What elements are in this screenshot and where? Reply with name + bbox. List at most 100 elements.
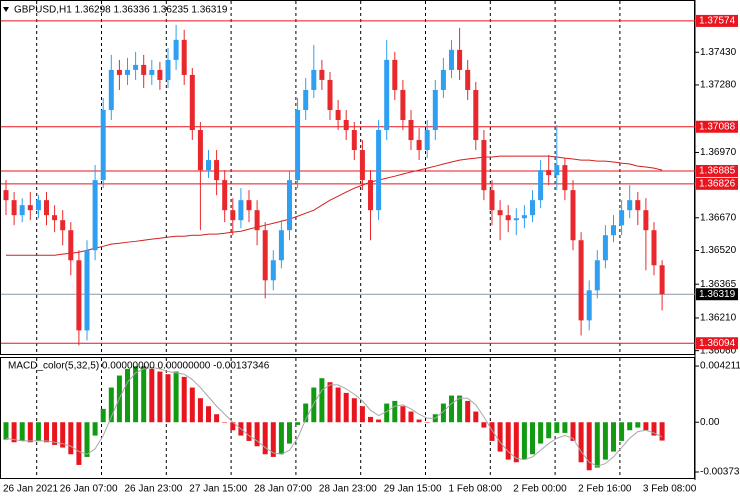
candle-body	[611, 225, 616, 236]
candle-body	[246, 200, 252, 211]
candle-body	[530, 200, 535, 216]
x-tick-label: 29 Jan 15:00	[384, 484, 442, 495]
candle-body	[270, 260, 276, 281]
candle-body	[554, 165, 560, 176]
candle-body	[3, 190, 9, 201]
candle-body	[173, 39, 179, 60]
current-price-box	[696, 288, 738, 301]
level-label-box	[696, 120, 738, 133]
candle-body	[392, 59, 398, 90]
macd-bar	[457, 395, 463, 423]
level-label-box	[696, 177, 738, 190]
macd-bar	[181, 376, 187, 423]
candle-body	[335, 109, 341, 121]
candle-body	[400, 89, 406, 121]
macd-bar	[173, 371, 179, 423]
candle-body	[376, 130, 382, 211]
candle-body	[52, 215, 58, 221]
macd-bar	[497, 422, 503, 452]
x-tick-label: 2 Feb 00:00	[513, 484, 567, 495]
macd-bar	[157, 371, 163, 423]
chart-title: GBPUSD,H1 1.36298 1.36336 1.36235 1.3631…	[14, 5, 228, 16]
macd-bar	[76, 422, 82, 465]
macd-bar	[659, 422, 665, 441]
candle-body	[659, 265, 665, 295]
macd-bar	[262, 422, 268, 455]
candle-body	[181, 39, 187, 75]
macd-bar	[538, 422, 544, 444]
x-tick-label: 27 Jan 15:00	[189, 484, 247, 495]
macd-bar	[578, 422, 584, 463]
y-tick-label: 1.36365	[700, 279, 737, 290]
candle-body	[562, 165, 568, 191]
macd-bar	[400, 406, 406, 423]
candle-body	[68, 230, 74, 261]
level-label-box	[696, 14, 738, 27]
candle-body	[513, 218, 519, 221]
macd-bar	[416, 419, 422, 423]
candle-body	[651, 230, 657, 266]
candle-body	[440, 69, 446, 90]
x-tick-label: 1 Feb 08:00	[449, 484, 503, 495]
candle-body	[643, 210, 649, 231]
x-tick-label: 2 Feb 16:00	[578, 484, 632, 495]
candle-body	[287, 180, 292, 231]
macd-bar	[295, 422, 301, 425]
candle-body	[108, 69, 114, 110]
candle-body	[473, 89, 479, 141]
macd-bar	[554, 422, 560, 433]
candle-body	[19, 205, 25, 216]
macd-bar	[619, 422, 625, 441]
y-tick-label: 1.36210	[700, 313, 737, 324]
macd-bar	[206, 406, 211, 423]
macd-tick-label: -0.0037311	[700, 467, 740, 478]
macd-bar	[351, 398, 357, 423]
x-tick-label: 3 Feb 08:00	[643, 484, 697, 495]
candle-body	[165, 59, 171, 80]
candle-body	[465, 69, 471, 90]
macd-bar	[359, 406, 365, 423]
y-tick-label: 1.36970	[700, 147, 737, 158]
candle-body	[327, 79, 333, 110]
x-tick-label: 26 Jan 23:00	[125, 484, 183, 495]
macd-bar	[319, 378, 325, 423]
candle-body	[449, 49, 454, 70]
macd-bar	[376, 419, 382, 423]
candle-body	[278, 230, 284, 261]
macd-bar	[440, 403, 446, 423]
macd-bar	[230, 422, 236, 431]
candle-body	[319, 69, 325, 80]
candle-body	[570, 190, 576, 241]
macd-bar	[278, 422, 284, 455]
candle-body	[149, 69, 155, 75]
candle-body	[635, 200, 641, 211]
macd-bar	[197, 398, 203, 423]
macd-bar	[586, 422, 592, 471]
level-label: 1.37088	[699, 121, 736, 132]
y-tick-label: 1.36060	[700, 345, 737, 356]
candle-body	[627, 200, 633, 211]
macd-bar	[254, 422, 260, 447]
macd-bar	[84, 422, 90, 457]
macd-bar	[189, 387, 195, 423]
candle-body	[432, 89, 438, 131]
candle-body	[76, 260, 82, 331]
macd-bar	[335, 387, 341, 423]
candle-body	[619, 210, 625, 226]
candle-body	[262, 230, 268, 281]
level-label: 1.36885	[699, 166, 736, 177]
macd-bar	[11, 422, 17, 443]
candle-body	[35, 200, 41, 211]
macd-bar	[27, 422, 33, 443]
macd-bar	[222, 422, 228, 423]
candle-body	[100, 109, 106, 181]
candle-body	[359, 150, 365, 181]
y-tick-label: 1.37280	[700, 80, 737, 91]
macd-bar	[303, 403, 309, 423]
macd-bar	[521, 422, 527, 460]
candle-body	[416, 140, 422, 151]
candle-body	[384, 59, 390, 131]
macd-signal	[5, 367, 663, 467]
